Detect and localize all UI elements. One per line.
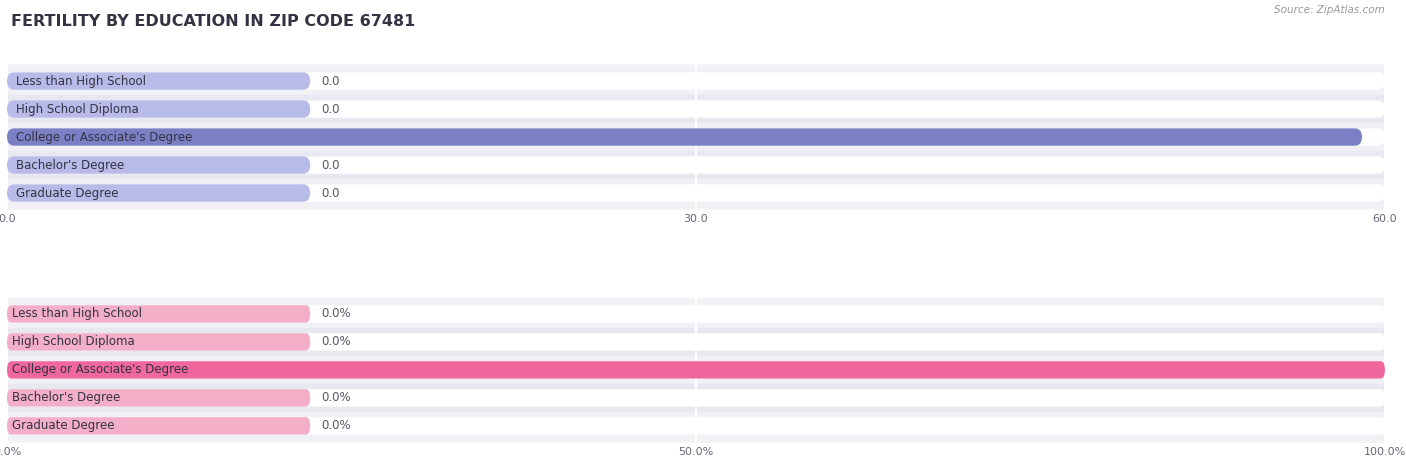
FancyBboxPatch shape (7, 184, 311, 202)
FancyBboxPatch shape (7, 184, 1385, 202)
FancyBboxPatch shape (7, 417, 311, 435)
Bar (7, 384, 1385, 412)
Text: 0.0: 0.0 (321, 187, 340, 199)
Text: Bachelor's Degree: Bachelor's Degree (15, 159, 124, 171)
FancyBboxPatch shape (7, 156, 311, 174)
Text: 0.0%: 0.0% (321, 336, 352, 348)
Text: College or Associate's Degree: College or Associate's Degree (13, 363, 188, 377)
Bar (7, 179, 1385, 207)
Text: College or Associate's Degree: College or Associate's Degree (15, 130, 193, 144)
Text: 0.0%: 0.0% (321, 391, 352, 405)
Text: 0.0: 0.0 (321, 75, 340, 88)
FancyBboxPatch shape (7, 156, 1385, 174)
Text: Less than High School: Less than High School (13, 307, 142, 320)
Bar (7, 67, 1385, 95)
Text: 0.0%: 0.0% (321, 419, 352, 432)
Text: Bachelor's Degree: Bachelor's Degree (13, 391, 121, 405)
FancyBboxPatch shape (7, 333, 311, 351)
Text: 59.0: 59.0 (1374, 130, 1399, 144)
Text: Less than High School: Less than High School (15, 75, 146, 88)
Bar (7, 300, 1385, 328)
Bar (7, 95, 1385, 123)
FancyBboxPatch shape (7, 100, 1385, 118)
Text: High School Diploma: High School Diploma (13, 336, 135, 348)
FancyBboxPatch shape (7, 305, 1385, 323)
FancyBboxPatch shape (7, 72, 311, 90)
FancyBboxPatch shape (7, 100, 311, 118)
Text: Graduate Degree: Graduate Degree (15, 187, 118, 199)
FancyBboxPatch shape (7, 389, 1385, 407)
FancyBboxPatch shape (7, 72, 1385, 90)
FancyBboxPatch shape (7, 129, 1385, 146)
Text: 0.0: 0.0 (321, 102, 340, 116)
Text: Graduate Degree: Graduate Degree (13, 419, 115, 432)
Bar (7, 151, 1385, 179)
FancyBboxPatch shape (7, 129, 1362, 146)
FancyBboxPatch shape (7, 333, 1385, 351)
Bar (7, 123, 1385, 151)
FancyBboxPatch shape (7, 361, 1385, 378)
Bar (7, 356, 1385, 384)
Text: 0.0: 0.0 (321, 159, 340, 171)
Text: High School Diploma: High School Diploma (15, 102, 138, 116)
Text: FERTILITY BY EDUCATION IN ZIP CODE 67481: FERTILITY BY EDUCATION IN ZIP CODE 67481 (11, 14, 416, 30)
Bar (7, 328, 1385, 356)
FancyBboxPatch shape (7, 417, 1385, 435)
Text: 0.0%: 0.0% (321, 307, 352, 320)
FancyBboxPatch shape (7, 361, 1385, 378)
Text: Source: ZipAtlas.com: Source: ZipAtlas.com (1274, 5, 1385, 15)
FancyBboxPatch shape (7, 389, 311, 407)
Bar (7, 412, 1385, 440)
Text: 100.0%: 100.0% (1396, 363, 1406, 377)
FancyBboxPatch shape (7, 305, 311, 323)
